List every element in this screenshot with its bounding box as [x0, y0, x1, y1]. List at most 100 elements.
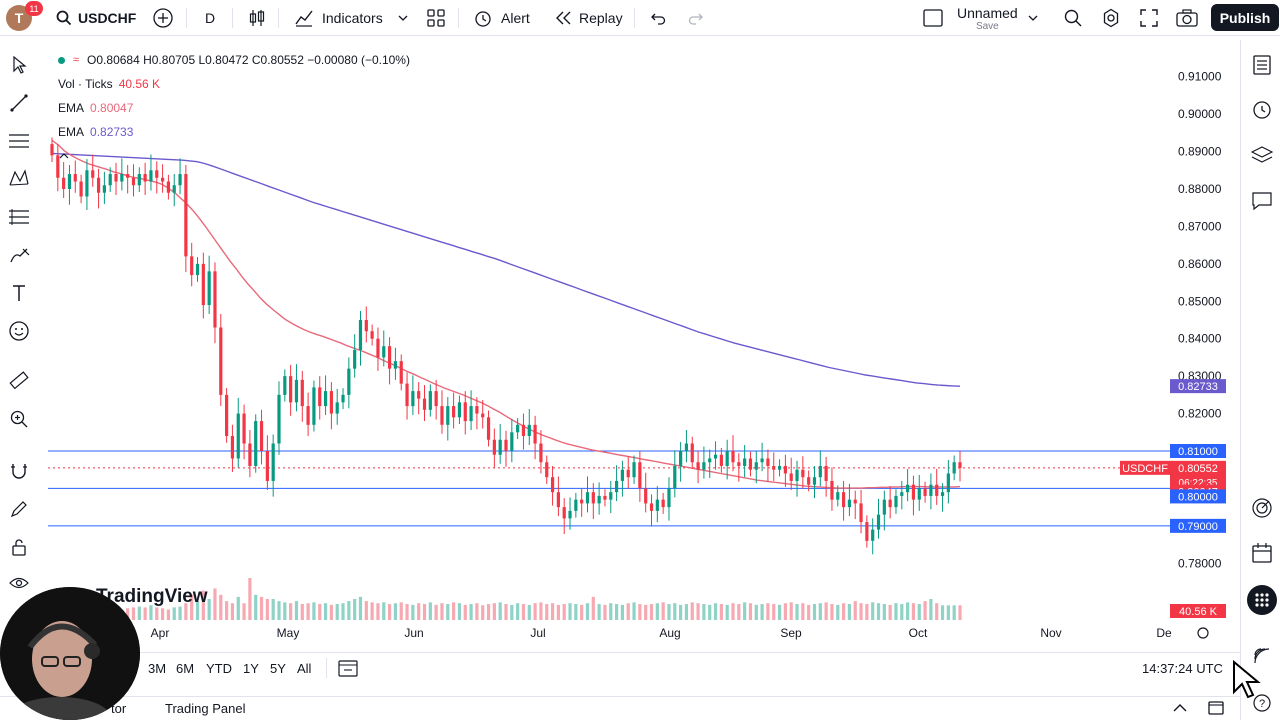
candle-body	[120, 174, 124, 182]
symbol-search[interactable]: USDCHF	[56, 0, 136, 36]
indicators-dropdown[interactable]	[398, 0, 408, 36]
candle-body	[265, 451, 269, 481]
volume-bar	[312, 602, 316, 620]
volume-bar	[376, 603, 380, 620]
volume-bar	[696, 603, 700, 620]
text-tool[interactable]	[6, 280, 32, 306]
candle-body	[486, 417, 491, 440]
object-tree-button[interactable]	[1249, 142, 1275, 168]
candle-body	[259, 421, 264, 451]
watchlist-button[interactable]	[1249, 52, 1275, 78]
fullscreen-button[interactable]	[1140, 0, 1158, 36]
gear-icon	[1103, 8, 1119, 28]
candle-body	[184, 174, 188, 257]
quick-search-button[interactable]	[1063, 0, 1083, 36]
candle-body	[242, 413, 246, 444]
candle-body	[888, 499, 892, 508]
candle-body	[195, 263, 200, 276]
level-price-tag: 0.81000	[1178, 446, 1218, 458]
candle-body	[96, 177, 101, 193]
target-button[interactable]	[1249, 495, 1275, 521]
range-all[interactable]: All	[297, 660, 312, 676]
pattern-tool[interactable]	[6, 165, 32, 191]
x-tick-label: Jun	[404, 626, 423, 640]
maximize-panel-button[interactable]	[1208, 701, 1224, 720]
volume-bar	[521, 604, 526, 620]
apps-button[interactable]	[1247, 585, 1277, 615]
volume-bar	[446, 604, 450, 620]
trend-line-tool[interactable]	[6, 90, 32, 116]
legend-collapse[interactable]	[58, 144, 410, 168]
candle-body	[225, 394, 229, 437]
volume-bar	[289, 603, 293, 620]
help-button[interactable]: ?	[1249, 690, 1275, 716]
compare-button[interactable]	[152, 0, 174, 36]
candle-body	[190, 256, 194, 276]
redo-button[interactable]	[688, 0, 704, 36]
zoom-tool[interactable]	[6, 406, 32, 432]
brush-tool[interactable]	[6, 243, 32, 269]
drawing-mode-tool[interactable]	[6, 496, 32, 522]
range-5y[interactable]: 5Y	[270, 660, 286, 676]
volume-bar	[539, 602, 543, 620]
candle-body	[679, 451, 683, 466]
settings-button[interactable]	[1101, 0, 1121, 36]
symbol-tag-bg	[1120, 460, 1170, 475]
candle-body	[847, 499, 852, 508]
candle-body	[481, 413, 485, 418]
emoji-tool[interactable]	[6, 318, 32, 344]
signal-button[interactable]	[1249, 643, 1275, 669]
ruler-tool[interactable]	[6, 368, 32, 394]
candle-body	[754, 462, 758, 470]
chart-type-button[interactable]	[248, 0, 266, 36]
indicators-button[interactable]: Indicators	[294, 0, 383, 36]
volume-bar	[399, 602, 403, 620]
collapse-panel-button[interactable]	[1172, 701, 1188, 719]
horizontal-lines-tool[interactable]	[6, 128, 32, 154]
date-range-button[interactable]	[338, 653, 358, 683]
fib-tool[interactable]	[6, 204, 32, 230]
volume-bar	[492, 603, 496, 620]
volume-bar	[871, 602, 875, 620]
replay-button[interactable]: Replay	[555, 0, 623, 36]
alerts-panel-button[interactable]	[1249, 96, 1275, 122]
candle-body	[958, 462, 962, 468]
candle-body	[772, 465, 776, 470]
undo-button[interactable]	[650, 0, 666, 36]
candle-body	[760, 458, 764, 463]
snapshot-button[interactable]	[1176, 0, 1198, 36]
chats-button[interactable]	[1249, 188, 1275, 214]
volume-row: Vol · Ticks 40.56 K	[58, 72, 410, 96]
candle-body	[882, 499, 886, 515]
price-chart[interactable]: 0.91000 0.90000 0.89000 0.88000 0.87000 0.860…	[48, 42, 1236, 650]
volume-label: Vol · Ticks	[58, 77, 113, 91]
layout-toggle[interactable]	[922, 0, 944, 36]
chevron-down-icon	[1028, 15, 1038, 21]
range-3m[interactable]: 3M	[148, 660, 167, 676]
publish-button[interactable]: Publish	[1211, 4, 1279, 31]
layout-name-button[interactable]: Unnamed Save	[957, 0, 1018, 36]
range-1y[interactable]: 1Y	[243, 660, 259, 676]
calendar-button[interactable]	[1249, 540, 1275, 566]
volume-bar	[935, 603, 939, 620]
range-ytd[interactable]: YTD	[206, 660, 232, 676]
volume-bar	[830, 604, 834, 620]
layout-dropdown[interactable]	[1028, 0, 1038, 36]
tab-pine-editor[interactable]: tor	[111, 701, 127, 716]
x-tick-label: De	[1156, 626, 1172, 640]
chat-icon	[1252, 192, 1272, 211]
magnet-tool[interactable]	[6, 458, 32, 484]
tab-trading-panel[interactable]: Trading Panel	[165, 701, 246, 716]
candle-body	[358, 320, 363, 350]
visibility-tool[interactable]	[6, 570, 32, 596]
volume-bar	[271, 599, 275, 620]
lock-tool[interactable]	[6, 534, 32, 560]
alert-button[interactable]: Alert	[473, 0, 530, 36]
templates-button[interactable]	[426, 0, 446, 36]
interval-button[interactable]: D	[205, 10, 216, 26]
candle-body	[550, 477, 555, 493]
range-6m[interactable]: 6M	[176, 660, 195, 676]
cursor-tool[interactable]	[6, 52, 32, 78]
clock-display[interactable]: 14:37:24 UTC	[1142, 660, 1223, 676]
candle-body	[830, 480, 834, 500]
